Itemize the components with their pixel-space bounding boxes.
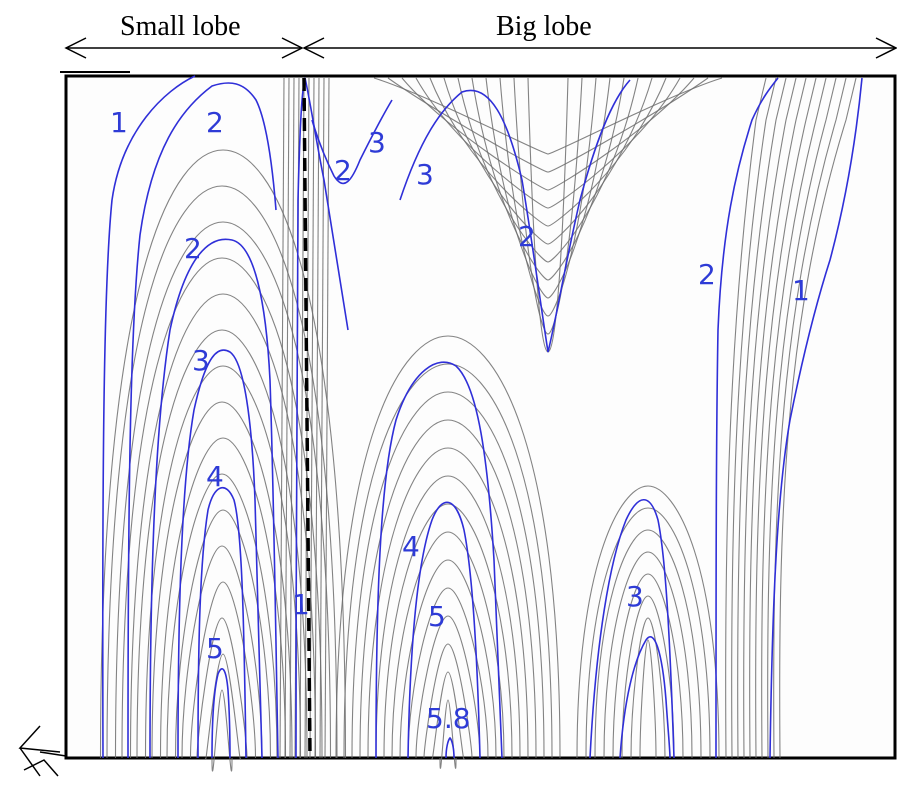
grain-line: [431, 671, 465, 760]
grain-line: [773, 77, 847, 759]
contour-label: 4: [206, 460, 224, 493]
contour-labels: 1 2 2 3 4 5 2 3 3 2 2 1 4 5 5.8 3 1: [110, 106, 810, 735]
big-lobe-arrow: [302, 37, 897, 59]
grain-line: [603, 551, 693, 759]
grain-line: [391, 531, 505, 759]
grain-line: [144, 365, 302, 759]
contour-line: [769, 77, 863, 759]
grain-line: [630, 617, 666, 759]
grain-line: [429, 77, 667, 227]
grain-line: [743, 77, 797, 759]
grain-line: [367, 447, 529, 759]
grain-line: [383, 503, 513, 759]
grain-line: [136, 329, 308, 759]
grain-line: [343, 363, 553, 759]
contour-line: [149, 238, 279, 759]
grain-line: [499, 77, 597, 317]
grain-line: [129, 293, 317, 759]
grain-line: [612, 573, 684, 759]
grain-line: [375, 475, 521, 759]
grain-line: [359, 419, 537, 759]
grain-line: [576, 485, 720, 759]
grain-line: [211, 689, 233, 772]
grain-line: [399, 559, 497, 759]
contour-label: 2: [698, 258, 716, 291]
contour-line: [127, 82, 277, 759]
eye-icon: [18, 725, 67, 777]
contour-label: 5.8: [426, 702, 471, 735]
grain-line: [457, 77, 639, 263]
contour-label: 3: [416, 158, 434, 191]
contour-line: [177, 349, 263, 759]
grain-line: [725, 77, 767, 759]
contour-line: [407, 501, 481, 759]
grain-line: [471, 77, 625, 281]
contour-label: 3: [368, 126, 386, 159]
grain-line: [99, 149, 347, 759]
grain-line: [594, 529, 702, 759]
grain-line: [749, 77, 807, 759]
contour-line: [197, 486, 247, 759]
contour-label: 1: [792, 274, 810, 307]
contour-label: 3: [192, 344, 210, 377]
contour-line: [311, 99, 393, 185]
grain-line: [181, 545, 263, 759]
grain-line: [204, 653, 242, 760]
grain-line: [415, 77, 681, 209]
lobe-header: Small lobe Big lobe: [64, 11, 897, 59]
grain-line: [401, 77, 695, 191]
contour-label: 2: [206, 106, 224, 139]
grain-line: [166, 473, 278, 759]
contour-label: 5: [428, 600, 446, 633]
contour-label: 3: [626, 580, 644, 613]
lobe-divider-dashed-line: [302, 77, 312, 759]
grain-line: [485, 77, 611, 299]
grain-line: [106, 185, 338, 759]
grain-line: [621, 595, 675, 759]
contour-line: [295, 77, 349, 759]
contour-line: [715, 77, 779, 759]
grain-line: [387, 77, 709, 173]
contour-line: [619, 636, 671, 759]
grain-line: [407, 587, 489, 759]
contour-line: [445, 736, 455, 759]
small-lobe-arrow: [64, 37, 304, 59]
contour-label: 5: [206, 632, 224, 665]
contour-line: [211, 668, 231, 759]
grain-line: [189, 581, 257, 759]
contour-label: 1: [292, 588, 310, 621]
grain-line: [174, 509, 272, 759]
grain-line: [373, 77, 723, 155]
grain-line: [423, 643, 473, 759]
small-lobe-label: Small lobe: [120, 11, 241, 42]
grain-line: [114, 221, 332, 759]
grain-line: [585, 507, 711, 759]
grain-line: [335, 335, 561, 759]
grain-line: [439, 699, 457, 769]
grain-line: [639, 639, 657, 759]
grain-line: [767, 77, 837, 759]
contour-label: 4: [402, 530, 420, 563]
contour-label: 1: [110, 106, 128, 139]
contour-line: [101, 75, 196, 759]
grain-line: [196, 617, 248, 759]
contour-line: [589, 499, 675, 759]
plate-frame: [64, 74, 897, 760]
grain-line: [731, 77, 777, 759]
contour-label: 2: [184, 232, 202, 265]
grain-line: [755, 77, 817, 759]
grain-line: [737, 77, 787, 759]
contour-line: [399, 79, 631, 353]
grain-line: [415, 615, 481, 759]
big-lobe-label: Big lobe: [496, 11, 592, 42]
grain-line: [779, 77, 857, 759]
grain-line: [351, 391, 545, 759]
contour-line: [375, 361, 503, 759]
contour-label: 2: [334, 154, 352, 187]
blue-contours: [101, 75, 863, 759]
contour-label: 2: [518, 220, 536, 253]
grain-line: [761, 77, 827, 759]
